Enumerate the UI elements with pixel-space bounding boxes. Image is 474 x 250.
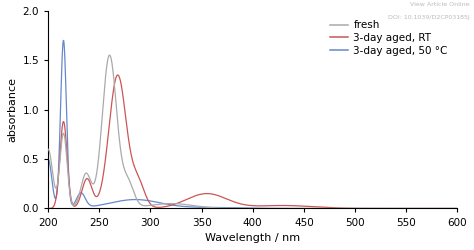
Y-axis label: absorbance: absorbance <box>7 77 17 142</box>
Legend: fresh, 3-day aged, RT, 3-day aged, 50 °C: fresh, 3-day aged, RT, 3-day aged, 50 °C <box>325 16 452 60</box>
Text: View Article Online: View Article Online <box>410 2 469 7</box>
X-axis label: Wavelength / nm: Wavelength / nm <box>205 233 300 243</box>
Text: DOI: 10.1039/D2CP03185J: DOI: 10.1039/D2CP03185J <box>388 15 469 20</box>
